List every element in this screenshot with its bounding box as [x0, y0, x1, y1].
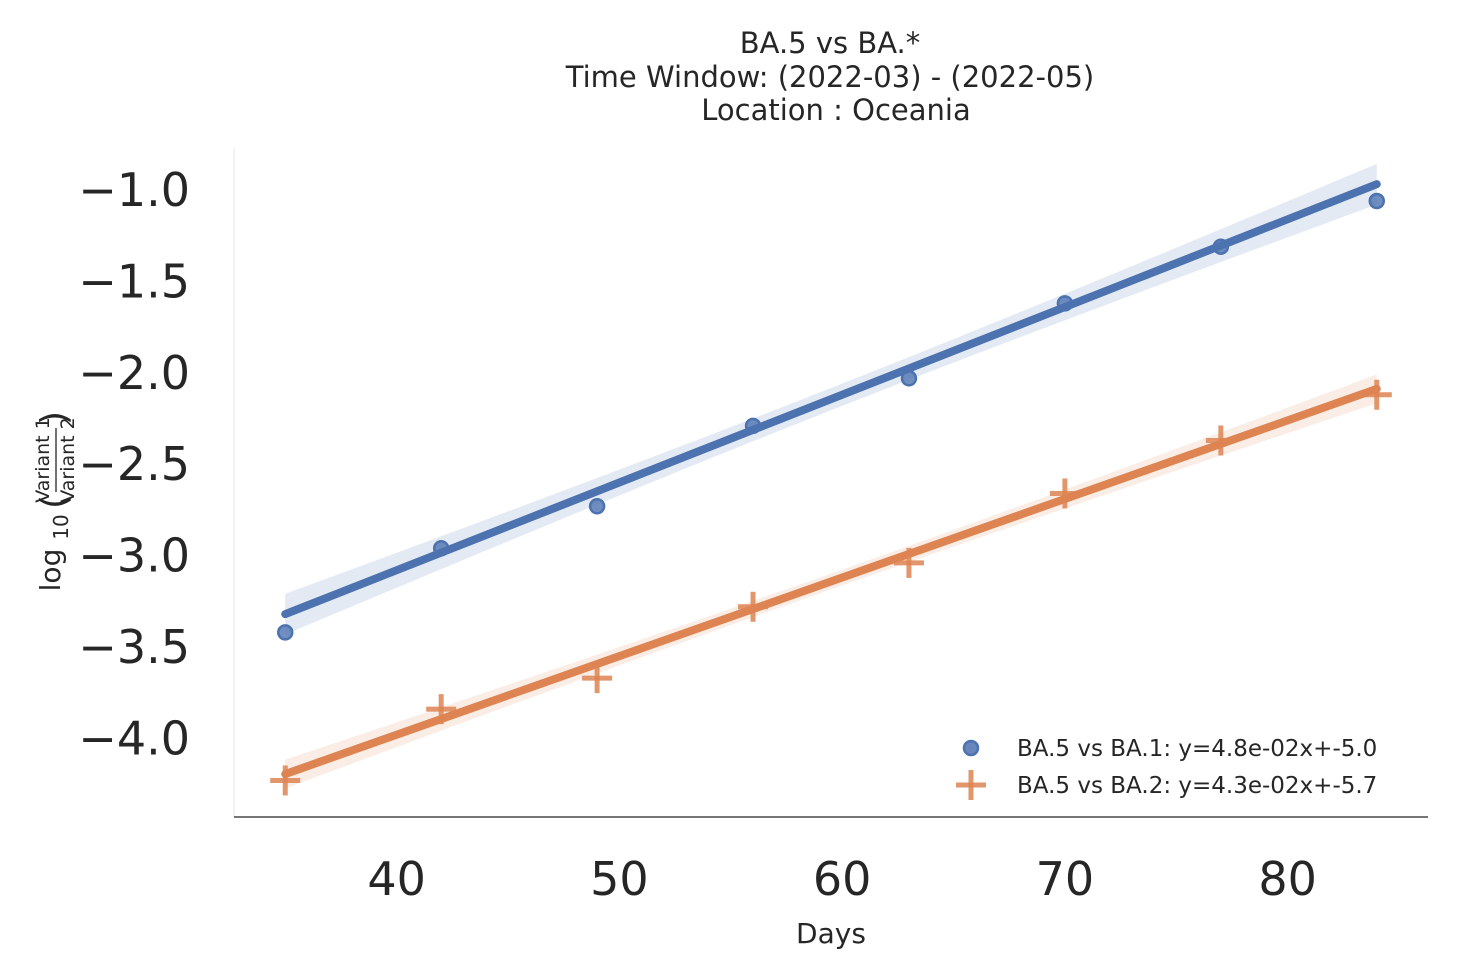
x-tick-label: 40 — [367, 852, 426, 906]
x-tick-label: 80 — [1258, 852, 1317, 906]
y-label-close-paren: ) — [34, 411, 75, 425]
svg-text:log: log — [34, 549, 67, 592]
data-point — [276, 624, 294, 641]
y-label-denominator: Variant 2 — [57, 417, 79, 503]
data-point — [582, 663, 613, 694]
data-point — [432, 540, 450, 557]
confidence-bands — [285, 163, 1377, 789]
title-line-3: Location : Oceania — [701, 93, 970, 127]
data-point — [1212, 238, 1230, 255]
title-line-1: BA.5 vs BA.* — [740, 26, 921, 60]
y-tick-label: −2.5 — [78, 437, 190, 491]
data-point — [270, 765, 301, 796]
data-point — [1056, 295, 1074, 312]
regression-line — [281, 384, 1381, 779]
data-points — [270, 192, 1392, 796]
legend: BA.5 vs BA.1: y=4.8e-02x+-5.0 BA.5 vs BA… — [956, 736, 1377, 800]
legend-label-2: BA.5 vs BA.2: y=4.3e-02x+-5.7 — [1017, 773, 1377, 799]
data-point — [588, 498, 606, 515]
x-tick-label: 60 — [813, 852, 872, 906]
data-point — [1361, 379, 1392, 410]
regression-line — [281, 180, 1381, 619]
data-point — [426, 694, 457, 725]
title-line-2: Time Window: (2022-03) - (2022-05) — [565, 60, 1094, 94]
y-tick-labels: −1.0 −1.5 −2.0 −2.5 −3.0 −3.5 −4.0 — [78, 163, 190, 765]
y-tick-label: −3.0 — [78, 529, 190, 583]
legend-marker-circle — [962, 739, 980, 757]
y-tick-label: −4.0 — [78, 711, 190, 765]
legend-marker-plus — [956, 770, 986, 800]
y-tick-label: −1.0 — [78, 163, 190, 217]
x-tick-labels: 40 50 60 70 80 — [367, 852, 1317, 906]
data-point — [893, 547, 924, 578]
y-tick-label: −1.5 — [78, 254, 190, 308]
chart-title: BA.5 vs BA.* Time Window: (2022-03) - (2… — [565, 26, 1094, 127]
data-point — [744, 417, 762, 435]
y-tick-label: −2.0 — [78, 346, 190, 400]
data-point — [738, 591, 769, 622]
y-label-log: log — [34, 549, 67, 592]
y-label-subscript: 10 — [49, 514, 73, 539]
y-axis-label: log 10 ( Variant 1 Variant 2 ) — [32, 411, 79, 591]
x-axis-label: Days — [796, 917, 866, 950]
y-label-open-paren: ( — [34, 495, 75, 509]
y-tick-label: −3.5 — [78, 620, 190, 674]
legend-label-1: BA.5 vs BA.1: y=4.8e-02x+-5.0 — [1017, 736, 1377, 762]
data-point — [1368, 192, 1386, 210]
x-tick-label: 70 — [1036, 852, 1095, 906]
data-point — [1049, 478, 1080, 509]
data-point — [900, 370, 918, 387]
regression-lines — [281, 180, 1381, 779]
data-point — [1205, 425, 1236, 456]
x-tick-label: 50 — [590, 852, 649, 906]
y-label-numerator: Variant 1 — [32, 417, 54, 503]
